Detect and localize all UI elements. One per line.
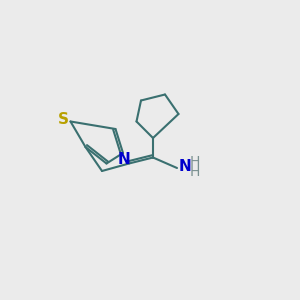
Text: N: N	[179, 159, 192, 174]
Text: S: S	[58, 112, 68, 128]
Text: N: N	[117, 152, 130, 166]
Text: H: H	[190, 155, 200, 169]
Text: H: H	[190, 166, 200, 179]
